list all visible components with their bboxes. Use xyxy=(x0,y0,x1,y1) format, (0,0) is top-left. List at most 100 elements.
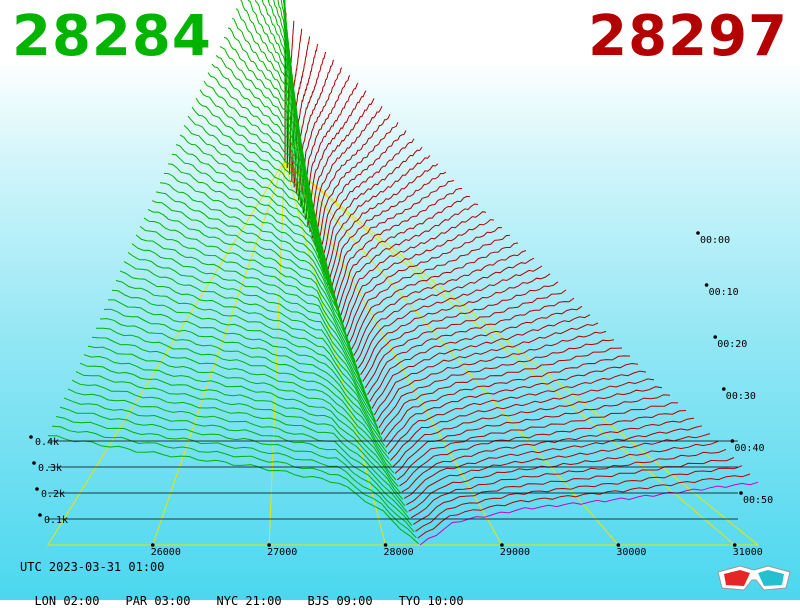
bid-depth-line xyxy=(171,153,349,343)
ask-depth-line xyxy=(350,242,519,350)
bid-depth-line xyxy=(187,115,340,318)
bid-depth-line xyxy=(284,0,288,168)
bid-depth-line xyxy=(223,36,320,258)
bid-depth-line xyxy=(87,345,397,481)
bid-depth-line xyxy=(267,0,302,208)
time-tick-label: 00:00 xyxy=(700,235,730,246)
bid-depth-line xyxy=(175,144,347,337)
ask-depth-line xyxy=(353,250,527,356)
time-tick-marker xyxy=(713,335,717,339)
bid-depth-line xyxy=(63,397,410,520)
clock-lon: LON 02:00 xyxy=(34,594,100,608)
ask-depth-line xyxy=(296,51,327,195)
time-tick-label: 00:40 xyxy=(734,443,764,454)
depth-tick-marker xyxy=(29,435,33,439)
bid-depth-line xyxy=(71,379,406,507)
depth-tick-marker xyxy=(32,461,36,465)
bid-depth-line xyxy=(47,435,419,545)
bid-depth-line xyxy=(103,308,388,453)
ask-depth-line xyxy=(314,113,391,245)
ask-depth-line xyxy=(312,105,383,239)
bid-depth-line xyxy=(191,106,338,312)
price-tick-label: 31000 xyxy=(733,547,763,558)
ask-depth-line xyxy=(341,211,487,325)
bid-depth-line xyxy=(254,0,306,221)
price-gridline xyxy=(284,161,387,546)
ask-depth-line xyxy=(339,203,479,318)
depth-tick-marker xyxy=(35,487,39,491)
bid-depth-line xyxy=(147,208,363,383)
ask-depth-line xyxy=(387,370,647,455)
bid-depth-line xyxy=(261,0,304,214)
bid-depth-line xyxy=(211,63,327,279)
bid-depth-line xyxy=(283,0,291,175)
ask-depth-line xyxy=(309,98,375,232)
ask-depth-line xyxy=(360,273,551,375)
ask-depth-line xyxy=(316,122,399,252)
ask-depth-line xyxy=(302,75,351,214)
bid-depth-line xyxy=(108,299,386,447)
time-tick-marker xyxy=(722,387,726,391)
price-tick-label: 27000 xyxy=(267,547,297,558)
ask-depth-line xyxy=(305,82,359,220)
bid-depth-line xyxy=(127,251,374,416)
price-gridline xyxy=(268,161,286,546)
bid-depth-line xyxy=(139,226,367,396)
depth-snapshots xyxy=(47,0,759,546)
ask-depth-line xyxy=(362,281,559,382)
price-tick-marker xyxy=(150,543,155,547)
ask-depth-line xyxy=(348,234,511,344)
bid-depth-line xyxy=(280,0,295,188)
ask-depth-line xyxy=(410,448,727,519)
price-tick-marker xyxy=(616,543,621,547)
bid-depth-line xyxy=(119,270,379,429)
ask-depth-line xyxy=(307,90,367,226)
depth-tick-label: 0.3k xyxy=(38,463,62,474)
ask-depth-line xyxy=(328,163,439,286)
depth-tick-label: 0.1k xyxy=(44,515,68,526)
chart-axes: 0.1k 0.2k 0.3k 0.4k 26000 27000 28000 29000 3000… xyxy=(29,231,773,558)
time-tick-marker xyxy=(739,491,743,495)
bid-depth-line xyxy=(51,425,417,539)
ask-depth-line xyxy=(392,386,663,468)
ask-depth-line xyxy=(355,257,535,363)
price-tick-marker xyxy=(500,543,504,547)
bid-depth-line xyxy=(167,163,352,349)
bid-depth-line xyxy=(199,89,334,299)
bid-depth-line xyxy=(219,45,322,265)
bid-depth-line xyxy=(67,388,408,513)
price-tick-marker xyxy=(267,543,271,547)
bid-depth-line xyxy=(195,97,336,305)
bid-depth-line xyxy=(143,217,365,390)
ask-depth-line xyxy=(376,330,607,422)
bid-depth-line xyxy=(55,416,415,533)
bid-depth-line xyxy=(59,406,413,526)
ask-depth-line xyxy=(334,188,463,305)
ask-depth-line xyxy=(417,473,751,539)
ask-depth-line xyxy=(318,130,407,259)
ask-depth-line xyxy=(330,171,447,292)
price-tick-label: 26000 xyxy=(151,547,181,558)
bid-depth-line xyxy=(183,125,343,325)
3d-glasses-icon[interactable] xyxy=(714,560,794,594)
bid-depth-line xyxy=(96,327,392,467)
ask-depth-line xyxy=(403,425,703,499)
bid-depth-line xyxy=(155,191,358,369)
world-clocks: LON 02:00 PAR 03:00 NYC 21:00 BJS 09:00 TYO … xyxy=(20,580,490,608)
ask-depth-line xyxy=(399,410,687,487)
price-tick-label: 30000 xyxy=(616,547,646,558)
time-tick-label: 00:30 xyxy=(726,391,756,402)
bid-depth-line xyxy=(131,243,372,409)
time-tick-marker xyxy=(704,283,709,287)
bid-depth-line xyxy=(179,134,345,331)
ask-depth-line xyxy=(337,195,471,312)
ask-depth-line xyxy=(396,402,679,481)
clock-bjs: BJS 09:00 xyxy=(307,594,373,608)
bid-depth-line xyxy=(159,182,356,362)
bid-depth-line xyxy=(91,336,395,474)
price-tick-label: 28000 xyxy=(384,547,414,558)
ask-price: 28297 xyxy=(588,4,788,69)
clock-nyc: NYC 21:00 xyxy=(216,594,282,608)
bid-depth-line xyxy=(203,80,331,292)
